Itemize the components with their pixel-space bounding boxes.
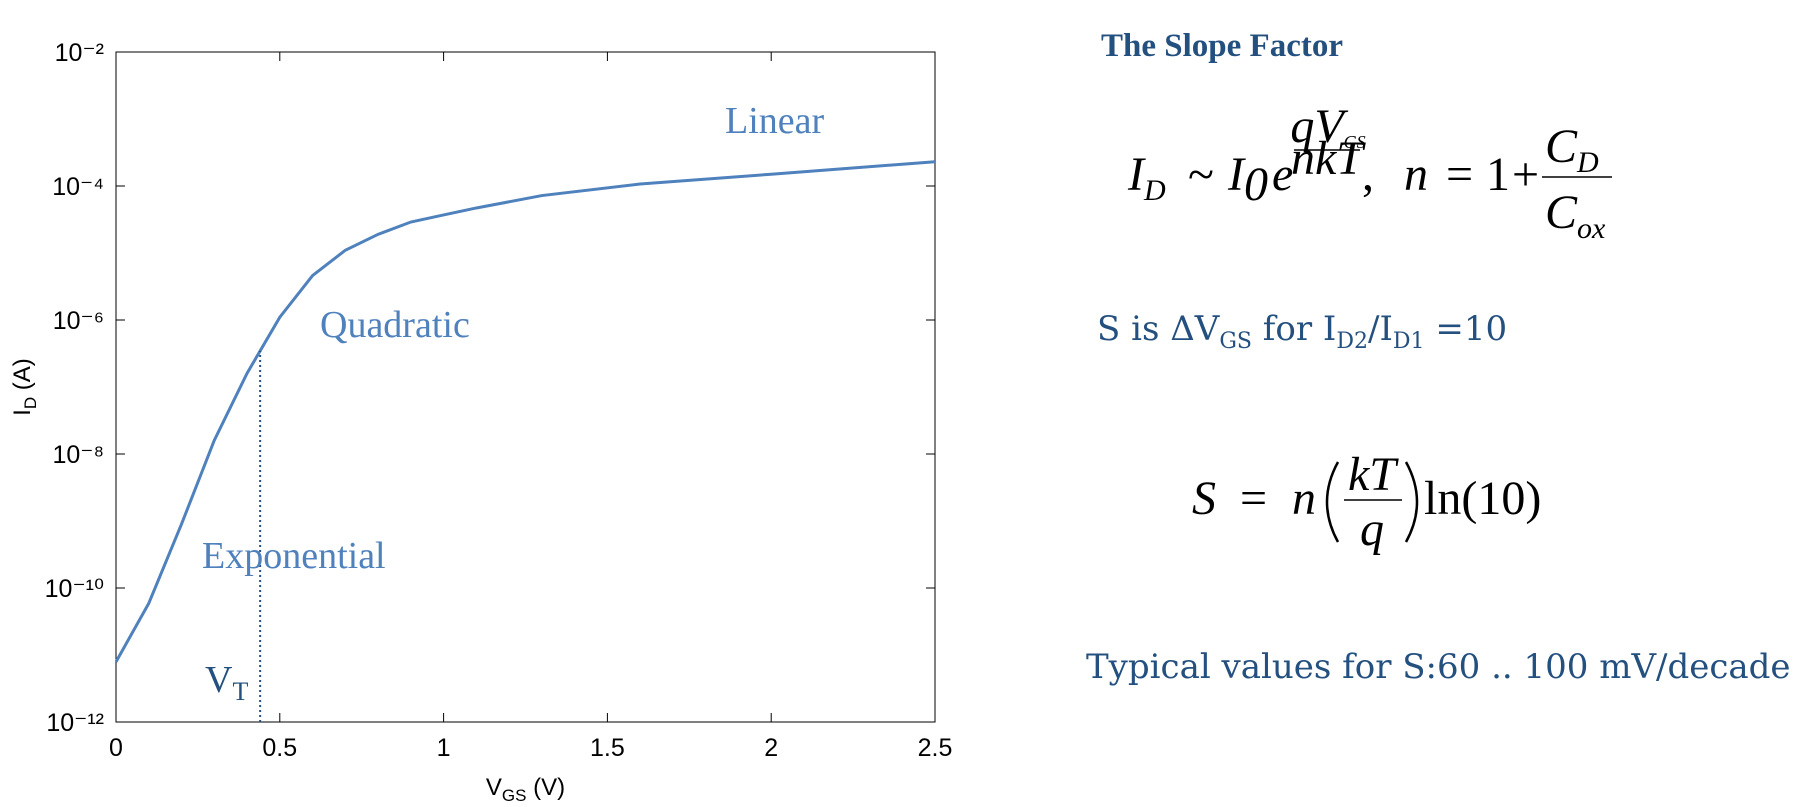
eq-num: CD [1545, 120, 1599, 179]
def-part: GS [1219, 329, 1252, 354]
paren [1325, 461, 1340, 543]
y-axis-label: ID (A) [9, 358, 40, 416]
eq-den: Cox [1545, 186, 1606, 245]
eq-part: ~ [1188, 148, 1214, 201]
label-part: V [205, 659, 233, 701]
eq-part: = [1240, 472, 1267, 525]
x-axis-label: VGS (V) [486, 774, 565, 802]
def-part: for I [1252, 309, 1336, 349]
x-tick-label: 2 [764, 734, 778, 762]
label-part: V [486, 774, 502, 801]
region-label: Quadratic [320, 304, 470, 346]
paren [1404, 461, 1419, 543]
eq-num: qVGS [1290, 100, 1365, 153]
label-part: GS [502, 786, 527, 802]
label-part: (A) [9, 358, 36, 397]
x-tick-label: 2.5 [918, 734, 953, 762]
x-tick-label: 0.5 [262, 734, 297, 762]
def-part: D1 [1393, 329, 1425, 354]
eq-id: ID [1127, 148, 1166, 207]
eq-part: C [1545, 120, 1578, 173]
def-part: S is ΔV [1097, 309, 1221, 349]
eq-part: kT [1348, 448, 1399, 501]
eq-part: D [1576, 146, 1599, 179]
x-tick-label: 0 [109, 734, 123, 762]
y-tick-label: 10⁻⁴ [52, 173, 104, 201]
def-part: D2 [1336, 329, 1368, 354]
x-tick-label: 1.5 [590, 734, 625, 762]
eq-part: ox [1577, 212, 1606, 245]
x-tick-label: 1 [437, 734, 451, 762]
eq-part: n [1404, 148, 1428, 201]
eq-part: + [1512, 148, 1539, 201]
y-tick-label: 10⁻¹⁰ [45, 575, 104, 603]
eq-part: qV [1290, 100, 1348, 153]
def-part: /I [1368, 309, 1393, 349]
eq-part: 0 [1244, 158, 1268, 211]
label-part: T [232, 677, 248, 706]
typical-values: Typical values for S:60 .. 100 mV/decade [1086, 647, 1791, 687]
eq-part: C [1545, 186, 1578, 239]
eq-part: S [1192, 472, 1216, 525]
eq-part: , [1362, 148, 1374, 201]
y-tick-label: 10⁻² [55, 39, 104, 67]
eq-part: n [1292, 472, 1316, 525]
chart: 0 0.5 1 1.5 2 2.510⁻¹²10⁻¹⁰10⁻⁸10⁻⁶10⁻⁴10⁻²VG… [9, 39, 953, 805]
region-label: Exponential [202, 535, 386, 577]
eq-part: e [1272, 148, 1293, 201]
region-label: Linear [725, 100, 825, 142]
eq-part: I [1127, 148, 1146, 201]
definition: S is ΔVGS for ID2/ID1 =10 [1097, 309, 1507, 354]
curve [114, 160, 936, 663]
eq-part: nkT [1291, 132, 1366, 185]
eq-part: = [1446, 148, 1473, 201]
eq-i0: I0 [1227, 148, 1268, 211]
eq-part: q [1360, 503, 1384, 556]
eq-part: 1 [1486, 148, 1510, 201]
vt-label: VT [205, 659, 248, 706]
label-part: D [21, 397, 40, 409]
def-part: =10 [1425, 309, 1508, 349]
y-tick-label: 10⁻¹² [46, 709, 104, 737]
eq-part: GS [1344, 132, 1366, 152]
eq-part: ln(10) [1424, 472, 1541, 525]
eq-part: I [1227, 148, 1246, 201]
slide-title: The Slope Factor [1101, 28, 1343, 64]
label-part: I [9, 409, 36, 416]
label-part: (V) [526, 774, 565, 801]
eq-part: D [1143, 174, 1166, 207]
y-tick-label: 10⁻⁸ [52, 441, 104, 469]
plot-frame [115, 51, 936, 723]
y-tick-label: 10⁻⁶ [53, 307, 104, 335]
